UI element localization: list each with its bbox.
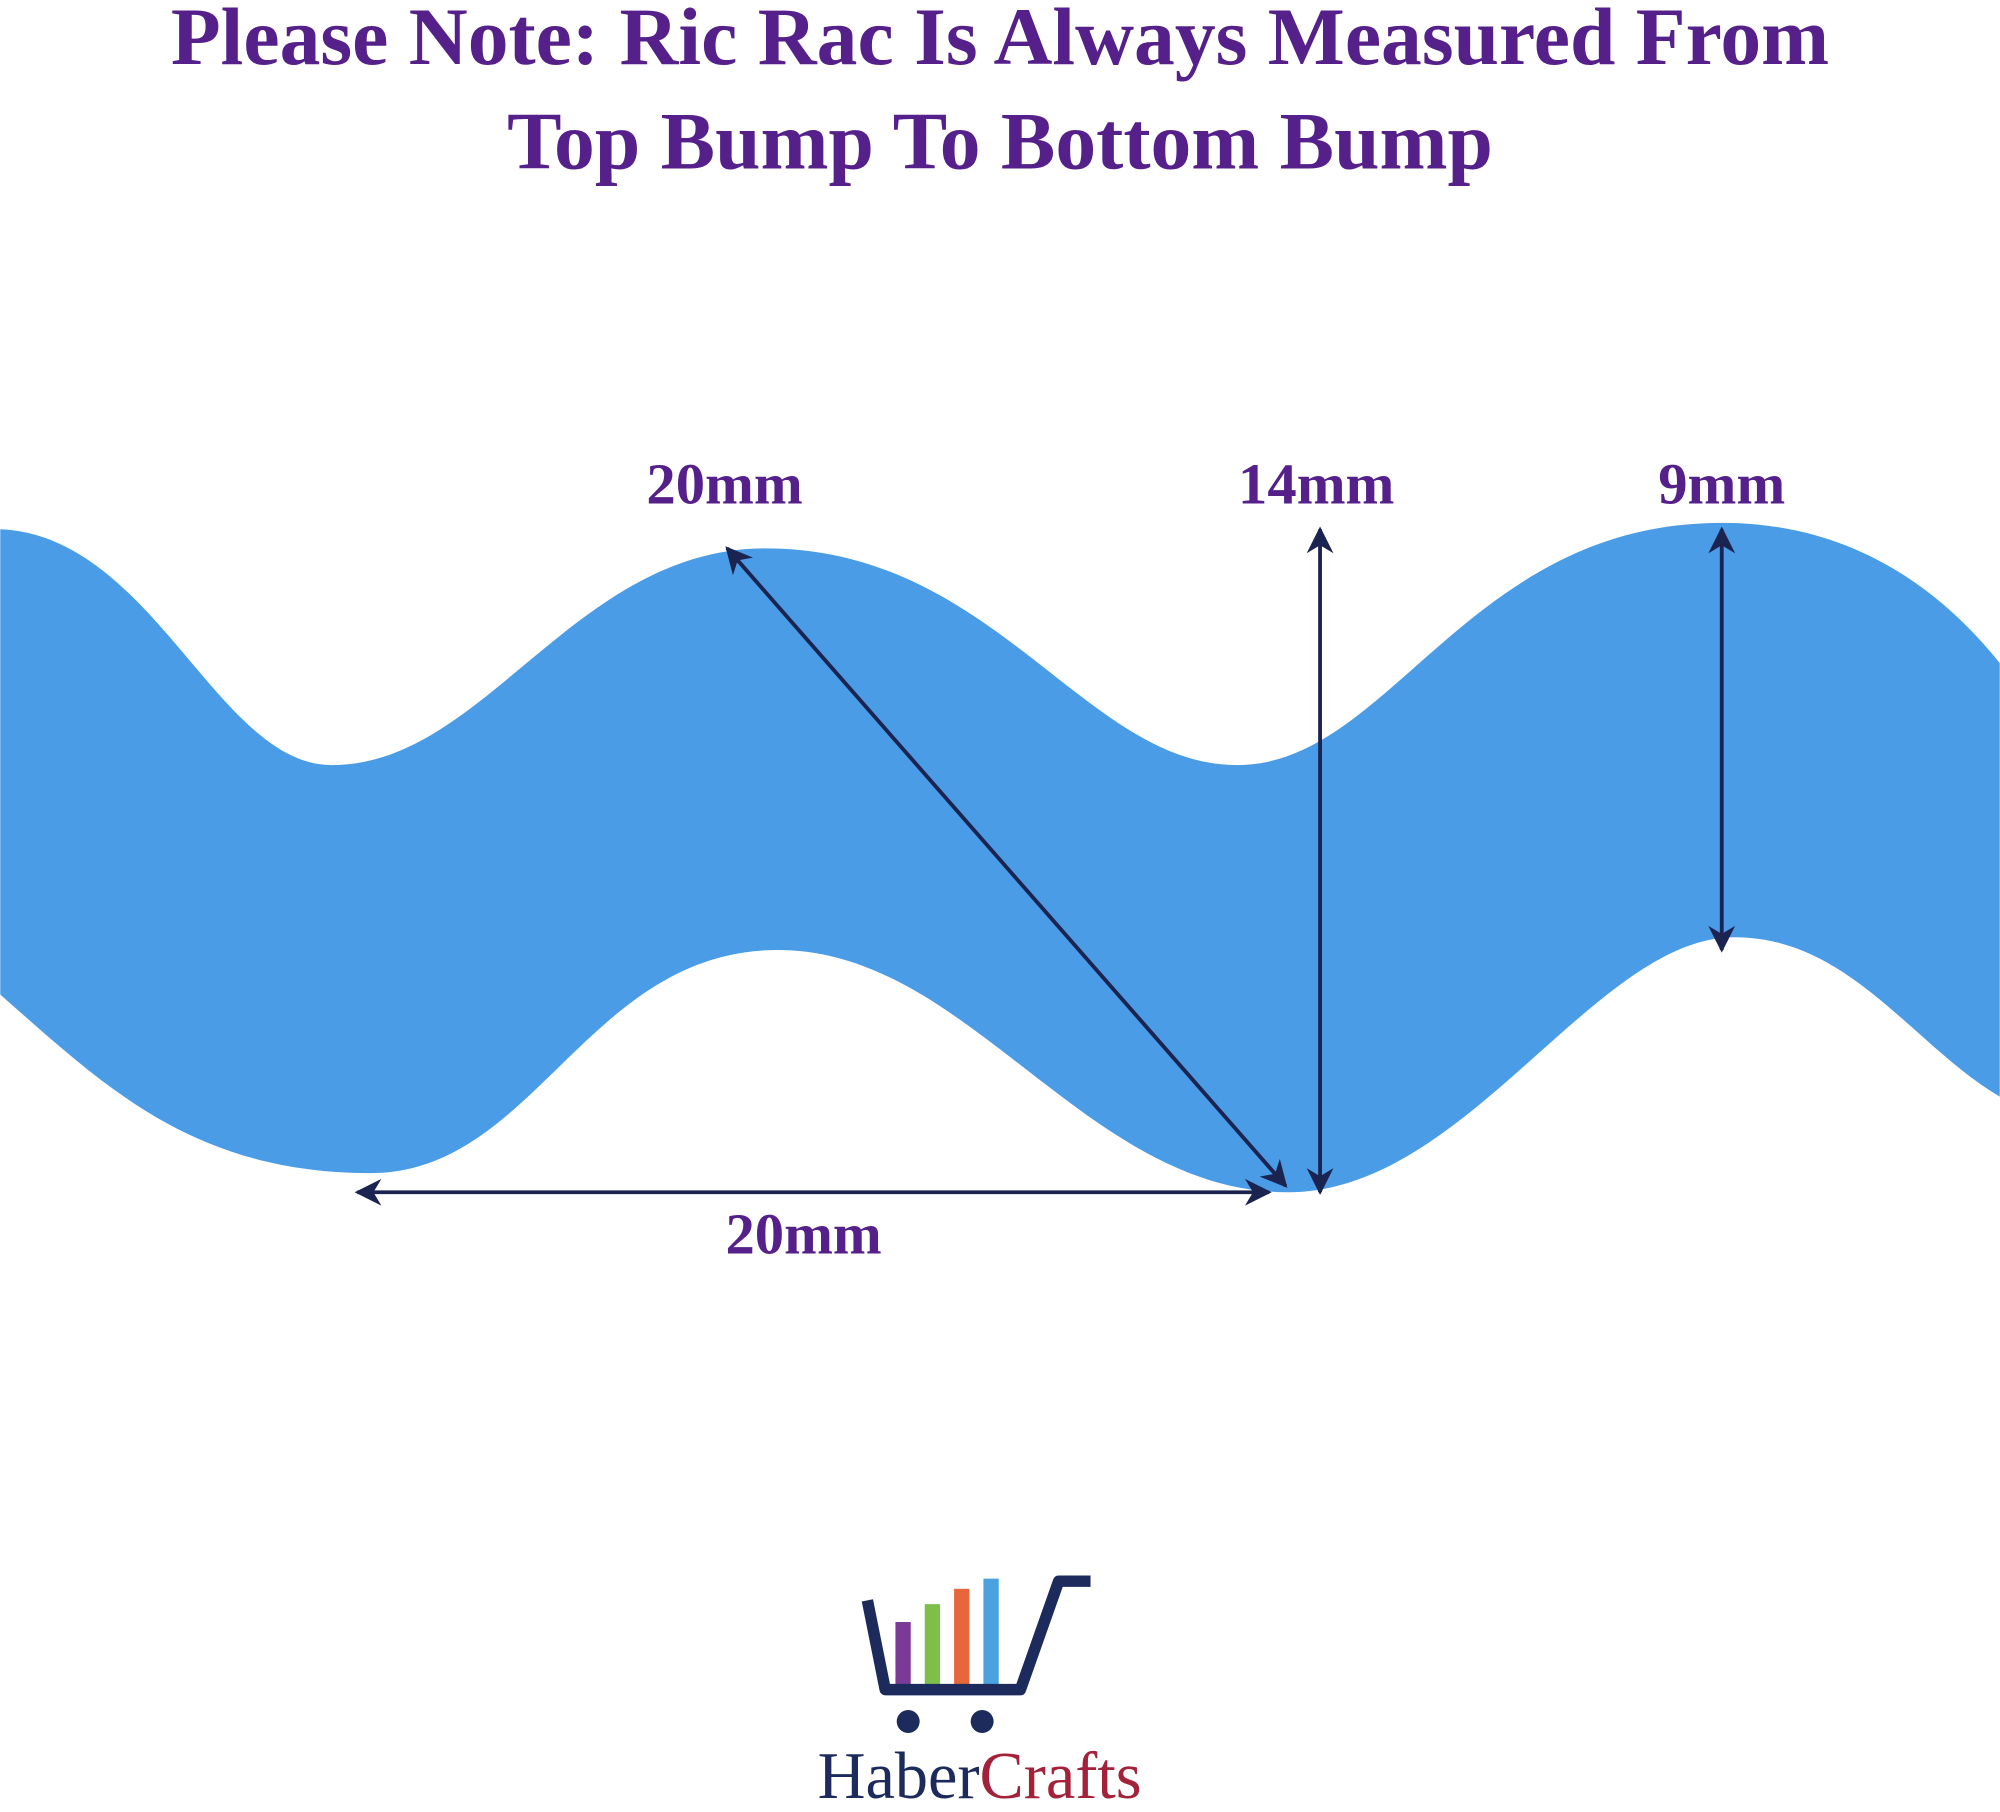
measure-label: 20mm xyxy=(725,1201,881,1266)
logo-text: HaberCrafts xyxy=(818,1740,1142,1812)
arrow xyxy=(725,546,1288,1188)
title-line: Please Note: Ric Rac Is Always Measured … xyxy=(171,0,1829,82)
logo-icon xyxy=(861,1575,1091,1733)
measure-label: 14mm xyxy=(1238,452,1394,517)
title-line: Top Bump To Bottom Bump xyxy=(507,95,1493,186)
dimension-lines xyxy=(354,526,1736,1206)
logo-text-first: Haber xyxy=(818,1740,980,1812)
logo-text-second: Crafts xyxy=(980,1740,1142,1812)
measure-label: 20mm xyxy=(646,452,802,517)
measure-label: 9mm xyxy=(1658,452,1785,517)
